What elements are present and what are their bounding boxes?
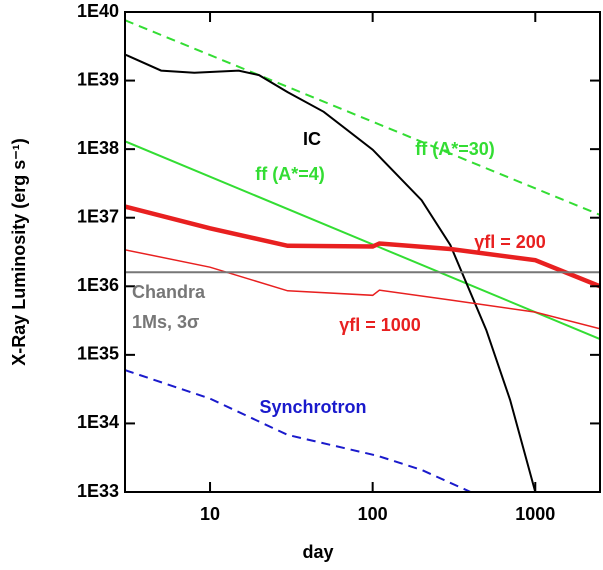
series-label: Chandra (132, 282, 206, 302)
series-line (125, 140, 600, 341)
series-label: ff (A*=4) (255, 164, 325, 184)
series-label: γfl = 200 (474, 232, 546, 252)
y-tick-label: 1E35 (77, 344, 119, 364)
annotation: 1Ms, 3σ (132, 312, 199, 332)
series-label: Synchrotron (259, 397, 366, 417)
y-tick-label: 1E39 (77, 69, 119, 89)
series-label: γfl = 1000 (339, 315, 421, 335)
series-line (125, 249, 600, 330)
y-tick-label: 1E36 (77, 275, 119, 295)
y-tick-label: 1E40 (77, 1, 119, 21)
y-tick-label: 1E33 (77, 481, 119, 501)
y-tick-label: 1E37 (77, 206, 119, 226)
x-tick-label: 1000 (515, 504, 555, 524)
x-axis-label: day (302, 542, 333, 562)
series-label: ff (A*=30) (415, 139, 495, 159)
series-label: IC (303, 129, 321, 149)
plot-lines (125, 19, 600, 492)
x-tick-label: 100 (358, 504, 388, 524)
series-line (125, 53, 537, 492)
y-tick-label: 1E38 (77, 138, 119, 158)
x-tick-label: 10 (200, 504, 220, 524)
y-axis-label: X-Ray Luminosity (erg s⁻¹) (9, 138, 29, 366)
series-line (125, 19, 600, 216)
series-line (125, 369, 472, 492)
series-line (125, 204, 600, 289)
y-tick-label: 1E34 (77, 412, 119, 432)
plot-frame (124, 11, 601, 493)
